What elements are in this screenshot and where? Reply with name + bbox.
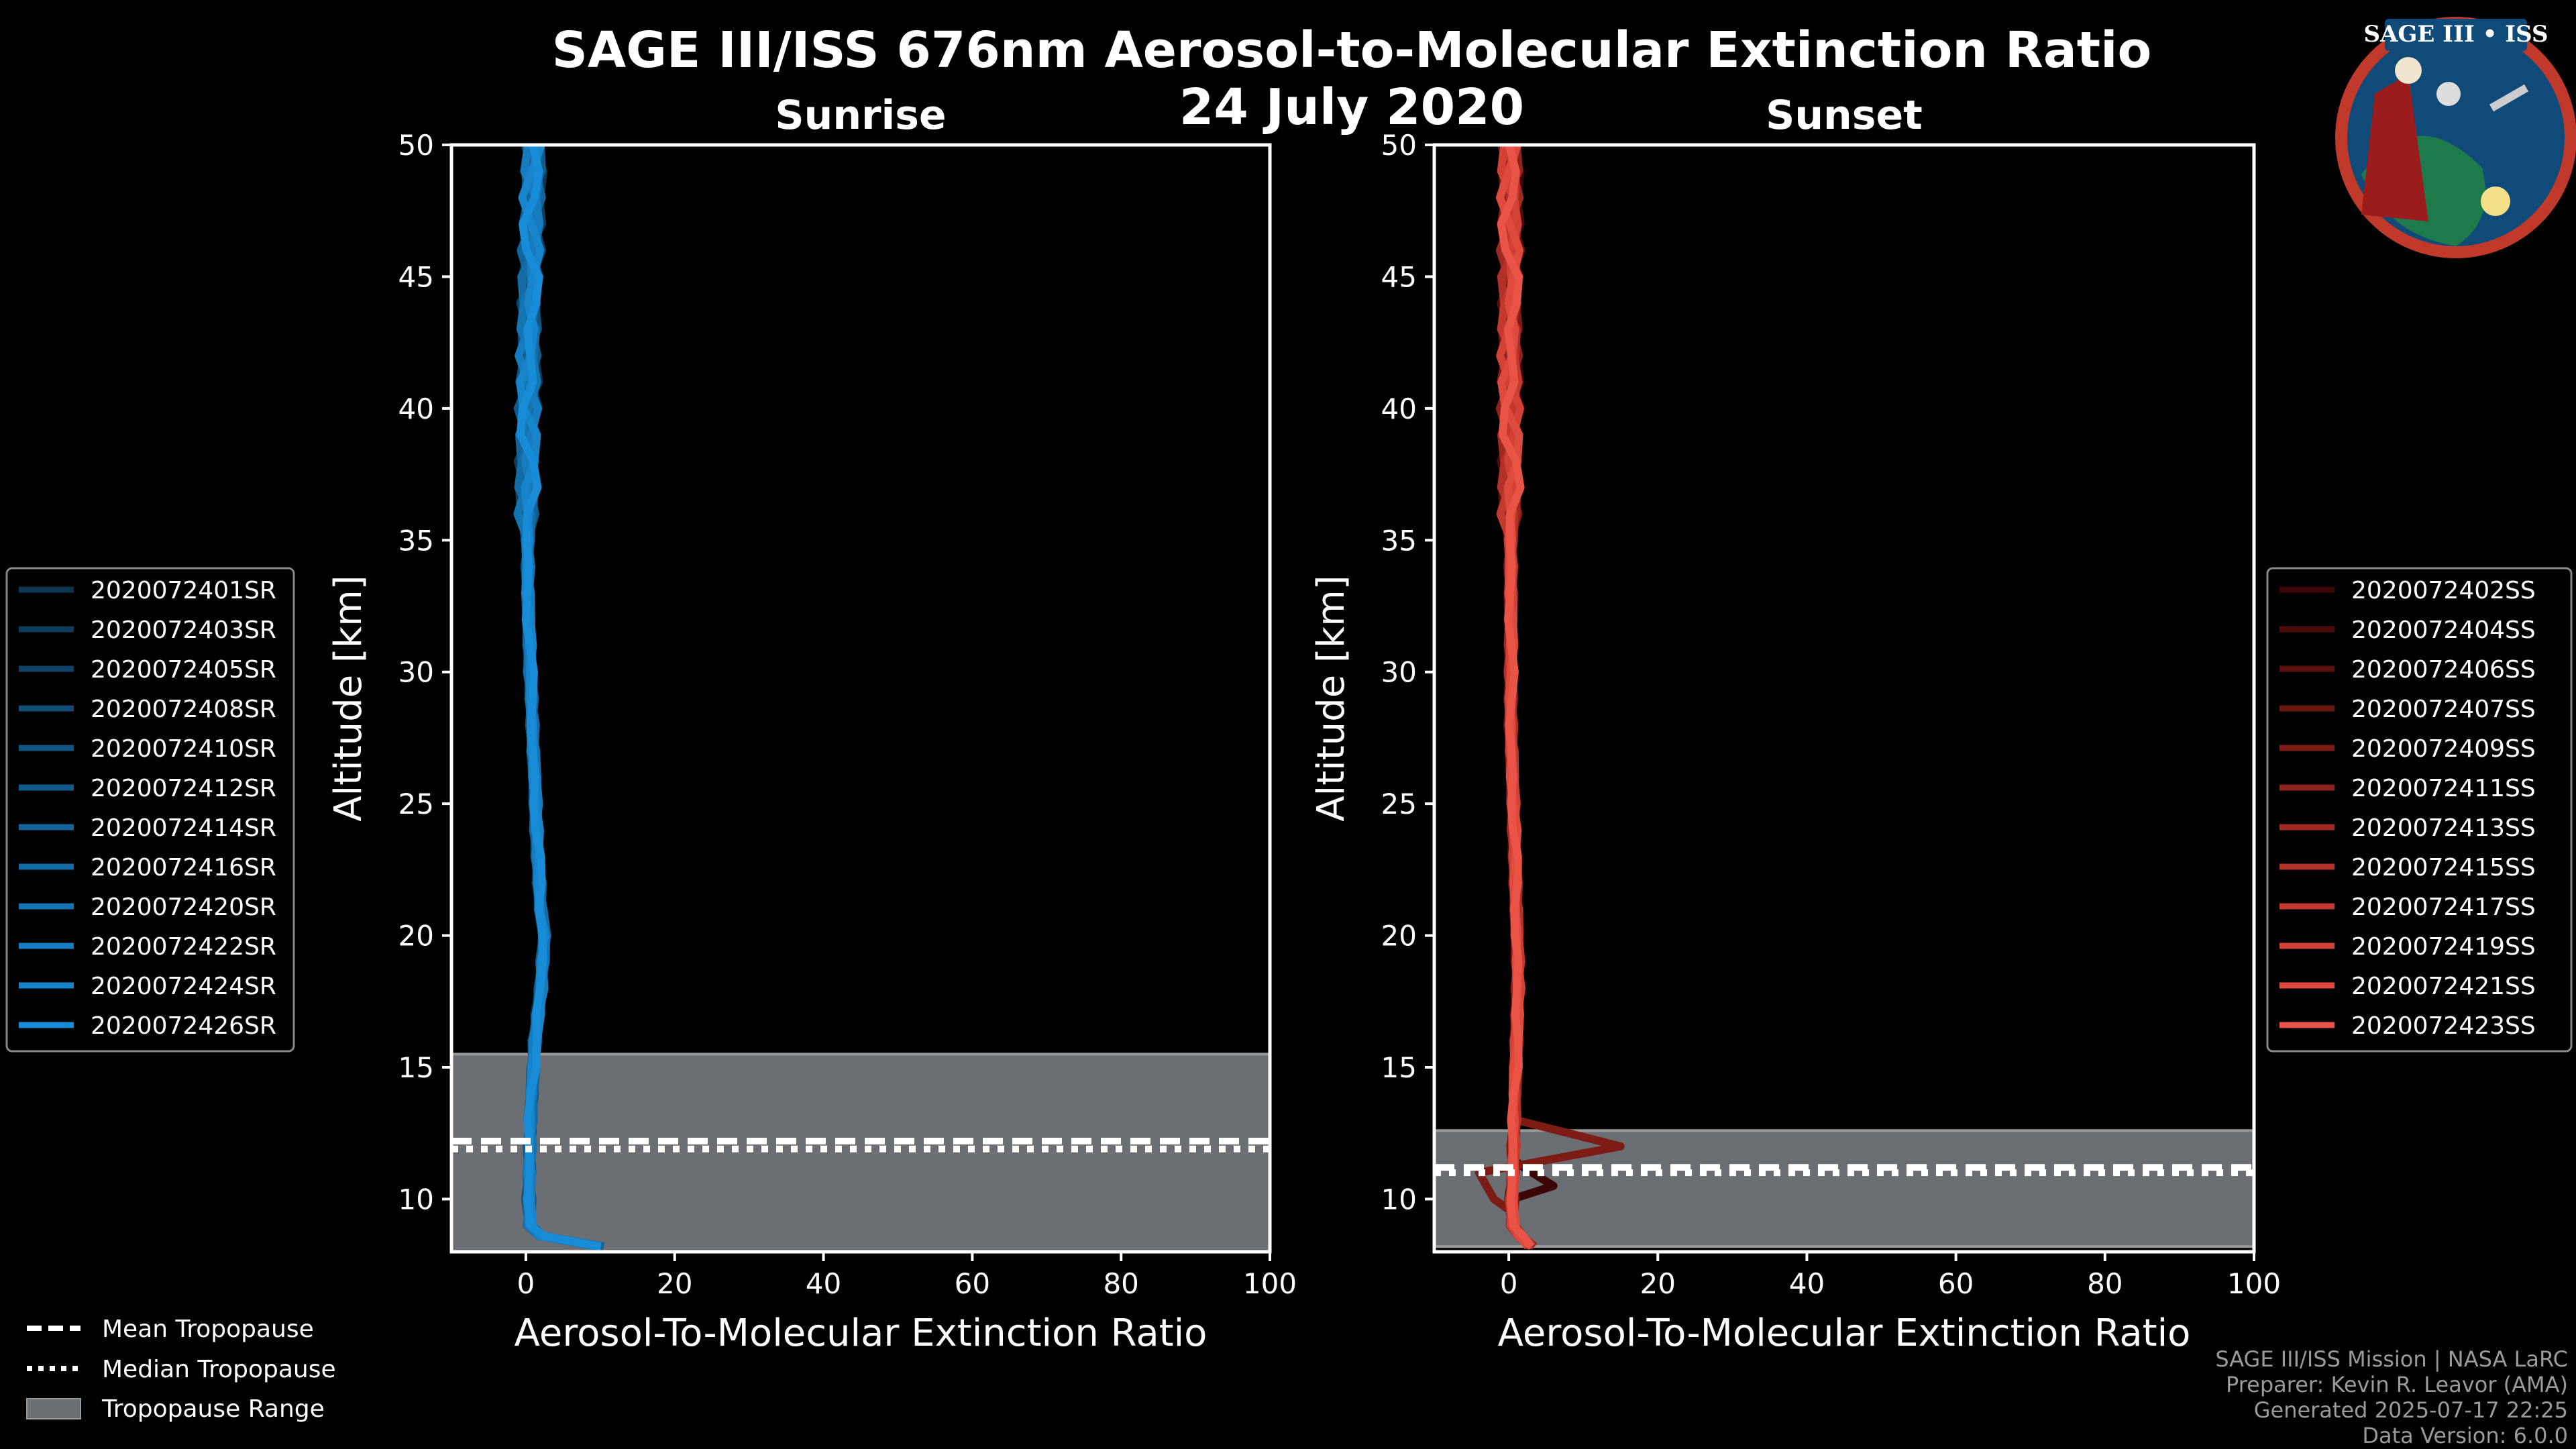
sage-iss-logo: SAGE III • ISS bbox=[2335, 17, 2576, 258]
legend-label-2020072414SR: 2020072414SR bbox=[91, 814, 276, 842]
legend-label-2020072415SS: 2020072415SS bbox=[2351, 854, 2536, 881]
legend-label-2020072405SR: 2020072405SR bbox=[91, 656, 276, 684]
sunrise-legend: 2020072401SR 2020072403SR 2020072405SR 2020… bbox=[5, 567, 295, 1053]
y-tick-label: 30 bbox=[398, 656, 434, 689]
sunrise-axes: 0 20 40 60 80 100 10 15 20 25 30 35 40 45 50 Sunrise Aer… bbox=[327, 92, 1297, 1355]
y-tick-label: 45 bbox=[1381, 260, 1417, 293]
mean-tropopause-label: Mean Tropopause bbox=[102, 1316, 314, 1343]
tropopause-legend: Mean Tropopause Median Tropopause Tropop… bbox=[7, 1301, 369, 1429]
x-tick-label: 0 bbox=[1500, 1267, 1518, 1300]
footer-preparer: Preparer: Kevin R. Leavor (AMA) bbox=[2226, 1372, 2568, 1397]
sunset-x-axis-label: Aerosol-To-Molecular Extinction Ratio bbox=[1498, 1311, 2191, 1355]
legend-label-2020072409SS: 2020072409SS bbox=[2351, 735, 2536, 763]
legend-label-2020072406SS: 2020072406SS bbox=[2351, 656, 2536, 684]
sunset-axes: 0 20 40 60 80 100 10 15 20 25 30 35 40 45 50 Sunset Aero… bbox=[1309, 92, 2281, 1355]
sunset-legend: 2020072402SS 2020072404SS 2020072406SS 2020… bbox=[2266, 567, 2573, 1053]
y-tick-label: 15 bbox=[1381, 1051, 1417, 1084]
sunrise-legend-box bbox=[5, 567, 295, 1053]
y-tick-label: 40 bbox=[1381, 392, 1417, 425]
y-tick-label: 25 bbox=[1381, 788, 1417, 820]
figure-title: SAGE III/ISS 676nm Aerosol-to-Molecular … bbox=[552, 21, 2152, 79]
x-tick-label: 40 bbox=[806, 1267, 841, 1300]
sunrise-tropopause-range bbox=[451, 1053, 1270, 1252]
y-tick-label: 15 bbox=[398, 1051, 434, 1084]
legend-label-2020072408SR: 2020072408SR bbox=[91, 696, 276, 723]
legend-label-2020072416SR: 2020072416SR bbox=[91, 854, 276, 881]
sunset-y-axis-label: Altitude [km] bbox=[1309, 575, 1353, 821]
legend-label-2020072422SR: 2020072422SR bbox=[91, 933, 276, 961]
sunset-panel-title: Sunset bbox=[1766, 92, 1923, 139]
legend-label-2020072411SS: 2020072411SS bbox=[2351, 775, 2536, 802]
tropopause-range-swatch bbox=[26, 1398, 81, 1419]
legend-label-2020072404SS: 2020072404SS bbox=[2351, 616, 2536, 644]
x-tick-label: 80 bbox=[2087, 1267, 2123, 1300]
series-line-2020072426SR bbox=[516, 145, 602, 1251]
footer-mission: SAGE III/ISS Mission | NASA LaRC bbox=[2215, 1346, 2568, 1372]
y-tick-label: 20 bbox=[1381, 920, 1417, 953]
x-tick-label: 0 bbox=[517, 1267, 535, 1300]
footer: SAGE III/ISS Mission | NASA LaRC Prepare… bbox=[2215, 1346, 2568, 1448]
tropopause-range-label: Tropopause Range bbox=[101, 1395, 325, 1423]
legend-label-2020072410SR: 2020072410SR bbox=[91, 735, 276, 763]
legend-label-2020072423SS: 2020072423SS bbox=[2351, 1012, 2536, 1040]
legend-label-2020072401SR: 2020072401SR bbox=[91, 577, 276, 604]
legend-label-2020072413SS: 2020072413SS bbox=[2351, 814, 2536, 842]
y-tick-label: 35 bbox=[398, 524, 434, 557]
legend-label-2020072420SR: 2020072420SR bbox=[91, 894, 276, 921]
sunrise-axes-frame bbox=[449, 143, 1272, 1254]
footer-generated: Generated 2025-07-17 22:25 bbox=[2254, 1397, 2568, 1423]
x-tick-label: 40 bbox=[1789, 1267, 1825, 1300]
sunset-axes-frame bbox=[1432, 143, 2256, 1254]
y-tick-label: 45 bbox=[398, 260, 434, 293]
y-tick-label: 25 bbox=[398, 788, 434, 820]
x-tick-label: 100 bbox=[1243, 1267, 1297, 1300]
legend-label-2020072419SS: 2020072419SS bbox=[2351, 933, 2536, 961]
svg-text:SAGE III • ISS: SAGE III • ISS bbox=[2363, 21, 2548, 48]
y-tick-label: 50 bbox=[398, 129, 434, 162]
x-tick-label: 20 bbox=[657, 1267, 692, 1300]
y-tick-label: 30 bbox=[1381, 656, 1417, 689]
x-tick-label: 80 bbox=[1103, 1267, 1138, 1300]
y-tick-label: 10 bbox=[398, 1183, 434, 1216]
figure-subtitle: 24 July 2020 bbox=[1179, 78, 1524, 136]
y-tick-label: 50 bbox=[1381, 129, 1417, 162]
sunrise-panel-title: Sunrise bbox=[775, 92, 946, 139]
legend-label-2020072412SR: 2020072412SR bbox=[91, 775, 276, 802]
legend-label-2020072424SR: 2020072424SR bbox=[91, 973, 276, 1000]
legend-label-2020072421SS: 2020072421SS bbox=[2351, 973, 2536, 1000]
sunset-legend-box bbox=[2266, 567, 2573, 1053]
y-tick-label: 35 bbox=[1381, 524, 1417, 557]
sunrise-x-axis-label: Aerosol-To-Molecular Extinction Ratio bbox=[515, 1311, 1208, 1355]
y-tick-label: 20 bbox=[398, 920, 434, 953]
legend-label-2020072402SS: 2020072402SS bbox=[2351, 577, 2536, 604]
legend-label-2020072426SR: 2020072426SR bbox=[91, 1012, 276, 1040]
x-tick-label: 60 bbox=[955, 1267, 990, 1300]
legend-label-2020072417SS: 2020072417SS bbox=[2351, 894, 2536, 921]
y-tick-label: 40 bbox=[398, 392, 434, 425]
x-tick-label: 60 bbox=[1938, 1267, 1974, 1300]
sunrise-y-axis-label: Altitude [km] bbox=[327, 575, 370, 821]
sunset-tropopause-range bbox=[1434, 1129, 2254, 1248]
legend-label-2020072407SS: 2020072407SS bbox=[2351, 696, 2536, 723]
legend-label-2020072403SR: 2020072403SR bbox=[91, 616, 276, 644]
footer-version: Data Version: 6.0.0 bbox=[2362, 1423, 2568, 1448]
x-tick-label: 20 bbox=[1640, 1267, 1676, 1300]
median-tropopause-label: Median Tropopause bbox=[102, 1356, 336, 1383]
series-line-2020072423SS bbox=[1497, 145, 1535, 1249]
x-tick-label: 100 bbox=[2227, 1267, 2281, 1300]
y-tick-label: 10 bbox=[1381, 1183, 1417, 1216]
